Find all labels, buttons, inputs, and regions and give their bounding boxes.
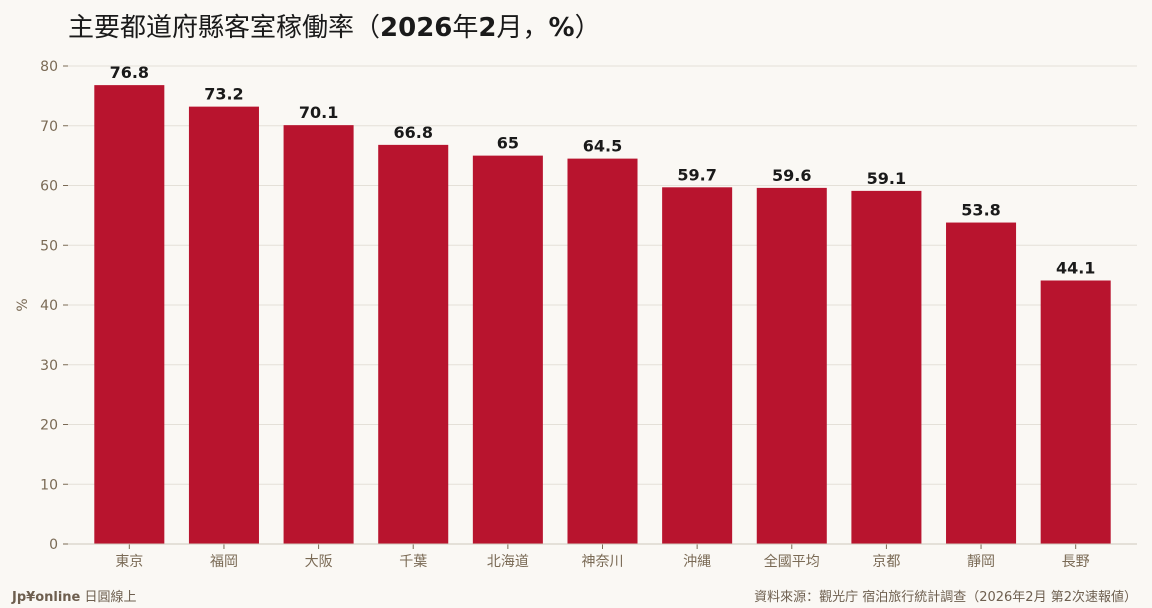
value-label: 64.5 [583, 137, 622, 156]
y-tick-label: 50 [40, 238, 58, 254]
title-year: 2026 [380, 13, 453, 43]
title-percent: % [548, 13, 575, 43]
bar [1040, 280, 1111, 544]
x-tick-label: 神奈川 [582, 554, 624, 570]
x-tick-label: 千葉 [399, 554, 427, 570]
y-tick-label: 0 [49, 537, 58, 553]
value-label: 59.1 [867, 169, 906, 188]
x-tick-label: 沖縄 [683, 554, 711, 570]
y-axis-ticks: 0 10 20 30 40 50 60 70 80 [40, 59, 68, 553]
y-tick-label: 70 [40, 119, 58, 135]
value-label: 66.8 [393, 123, 432, 142]
y-tick-label: 80 [40, 59, 58, 75]
y-tick-label: 10 [40, 477, 58, 493]
y-axis-label: % [15, 298, 31, 311]
bar [851, 190, 922, 544]
value-label: 59.6 [772, 166, 811, 185]
title-main: 主要都道府縣客室稼働率 [68, 13, 355, 43]
footer-brand: Jp¥online 日圓線上 [12, 586, 137, 605]
x-tick-label: 靜岡 [967, 554, 995, 570]
x-tick-label: 北海道 [487, 554, 529, 570]
title-month-unit: 月 [496, 13, 523, 43]
value-label: 59.7 [677, 165, 716, 184]
bars [94, 85, 1111, 545]
y-tick-label: 20 [40, 418, 58, 434]
bar [378, 144, 449, 544]
x-tick-label: 長野 [1062, 554, 1090, 570]
chart-title: 主要都道府縣客室稼働率（2026年2月，%） [68, 10, 601, 46]
title-month: 2 [478, 13, 497, 43]
value-labels: 76.8 73.2 70.1 66.8 65 64.5 59.7 59.6 59.1 53.8 44… [110, 63, 1096, 277]
brand-subtitle: 日圓線上 [80, 590, 137, 605]
bar [472, 155, 543, 544]
value-label: 53.8 [961, 201, 1000, 220]
bar [756, 187, 827, 544]
x-tick-label: 京都 [872, 554, 900, 570]
bar [188, 106, 259, 544]
bar [283, 125, 354, 544]
brand-logo-text: Jp¥online [12, 590, 81, 605]
value-label: 65 [497, 134, 519, 153]
source-note: 資料來源：觀光庁 宿泊旅行統計調查（2026年2月 第2次速報値） [754, 590, 1137, 605]
bar [94, 85, 165, 545]
value-label: 44.1 [1056, 259, 1095, 278]
title-separator: ， [522, 13, 549, 43]
y-tick-label: 40 [40, 298, 58, 314]
x-tick-label: 東京 [115, 554, 143, 570]
bar [662, 187, 733, 545]
bar [567, 158, 638, 545]
x-tick-label: 全國平均 [764, 553, 820, 570]
y-tick-label: 30 [40, 358, 58, 374]
value-label: 73.2 [204, 85, 243, 104]
title-year-unit: 年 [452, 13, 479, 43]
x-tick-label: 大阪 [305, 554, 333, 570]
x-axis-ticks: 東京 福岡 大阪 千葉 北海道 神奈川 沖縄 全國平均 京都 靜岡 長野 [115, 544, 1090, 570]
value-label: 76.8 [110, 63, 149, 82]
title-paren-close: ） [574, 13, 601, 43]
x-tick-label: 福岡 [210, 554, 238, 570]
bar [946, 222, 1017, 545]
value-label: 70.1 [299, 103, 338, 122]
title-paren-open: （ [354, 13, 381, 43]
y-tick-label: 60 [40, 179, 58, 195]
